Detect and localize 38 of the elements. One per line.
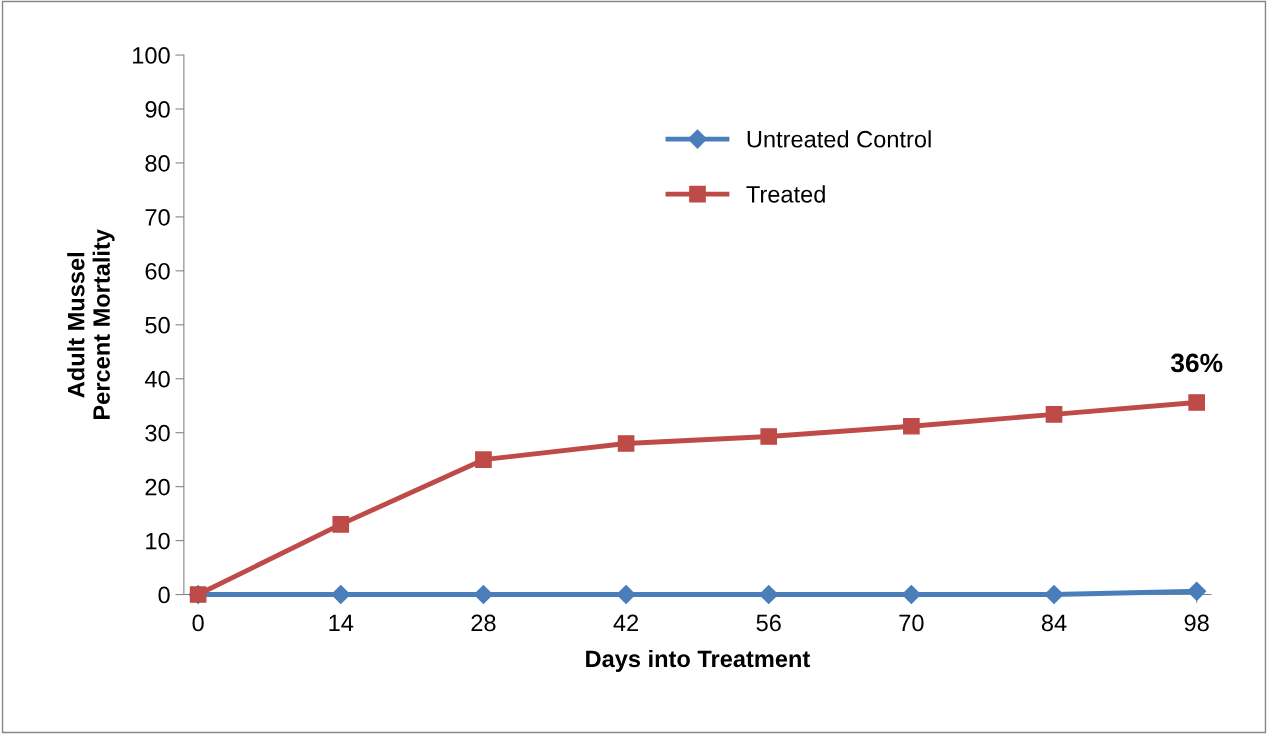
y-axis-title: Adult Mussel Percent Mortality [67,229,115,419]
legend-label: Untreated Control [747,130,931,148]
point [473,585,493,605]
point [332,516,350,533]
y-tick-label: 10 [146,532,170,550]
point [1044,585,1064,605]
y-tick-label: 0 [158,586,170,604]
x-tick-label: 98 [1184,614,1209,632]
annotation: 36% [1170,353,1223,373]
x-tick-label: 14 [329,614,354,632]
x-tick-label: 56 [756,614,781,632]
point [331,585,351,605]
x-tick-label: 84 [1041,614,1067,632]
x-tick-label: 28 [471,614,496,632]
x-tick-label: 0 [192,614,204,632]
point [1045,406,1063,423]
legend-label: Treated [746,185,825,203]
y-tick-label: 60 [145,262,170,280]
y-tick-label: 70 [145,208,170,226]
point [1188,394,1206,411]
point [1187,581,1207,601]
x-tick-label: 70 [899,614,924,632]
y-tick-label: 100 [133,47,170,64]
x-axis-title: Days into Treatment [586,649,810,672]
point [903,417,920,435]
point [759,585,779,605]
point [475,451,492,469]
y-tick-label: 50 [145,316,170,334]
point [760,428,778,445]
point [617,435,635,452]
y-tick-label: 40 [144,370,170,388]
y-tick-label: 30 [145,424,170,442]
x-tick-label: 42 [613,614,639,632]
point [616,585,636,605]
y-tick-label: 20 [145,478,170,496]
y-tick-label: 80 [145,155,170,172]
y-tick-label: 90 [145,101,170,118]
point [901,585,921,605]
